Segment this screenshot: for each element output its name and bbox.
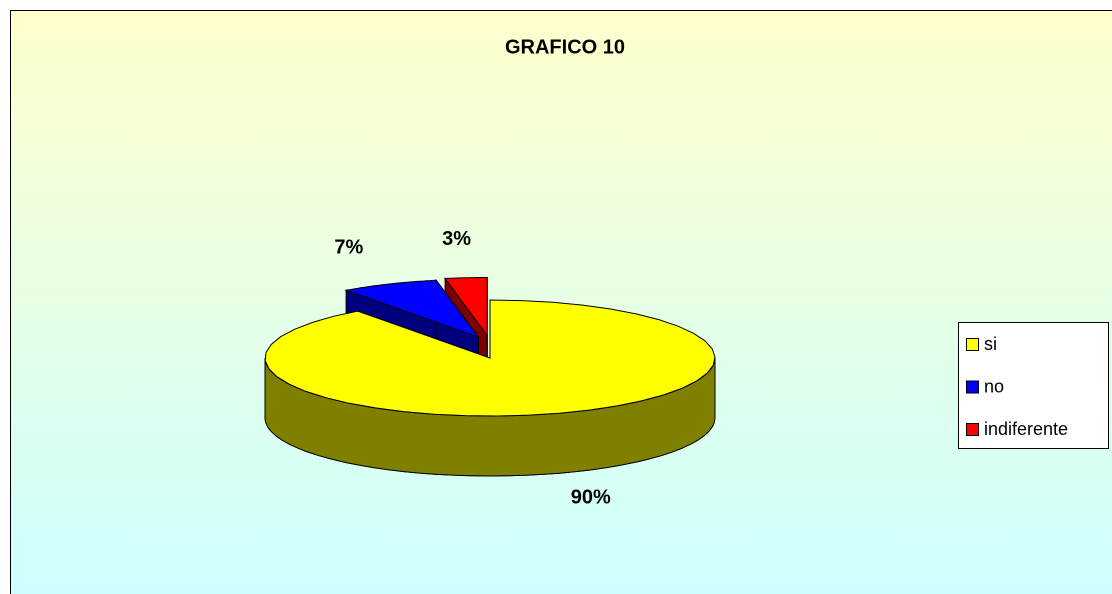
- slice: [444, 277, 488, 338]
- legend: [958, 322, 1109, 449]
- legend-swatch: [966, 338, 979, 351]
- legend-swatch: [966, 380, 979, 394]
- data-label: 7%: [334, 236, 363, 258]
- slice: [344, 279, 480, 339]
- legend-label: indiferente: [984, 419, 1068, 439]
- data-label: 3%: [442, 228, 471, 250]
- slice: [264, 299, 716, 417]
- legend-label: si: [984, 334, 997, 354]
- legend-swatch: [966, 423, 979, 436]
- data-label: 90%: [571, 486, 611, 508]
- legend-label: no: [984, 376, 1004, 396]
- chart-area: [10, 10, 1112, 594]
- chart-title: GRAFICO 10: [505, 36, 625, 58]
